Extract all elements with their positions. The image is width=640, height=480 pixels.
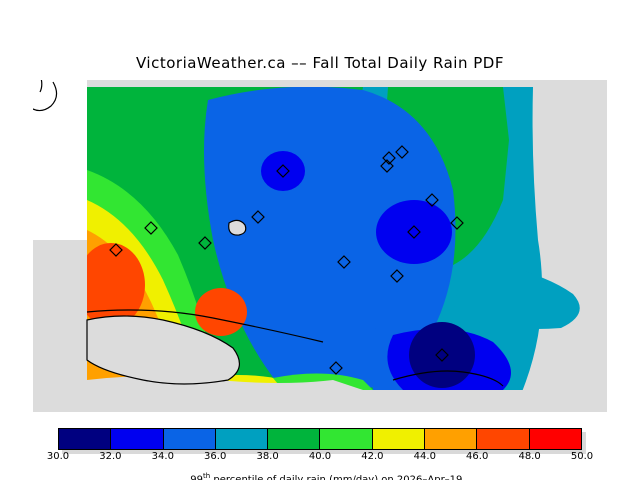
colorbar-tick: 48.0: [518, 451, 541, 462]
contour-band-32-34-north: [261, 151, 305, 191]
land-mask: [33, 80, 607, 412]
station-marker: [380, 159, 394, 173]
colorbar-tick: 30.0: [46, 451, 70, 462]
contour-map: [33, 80, 607, 412]
map-outside-area: [33, 80, 87, 240]
caption-suffix: percentile of daily rain (mm/day) on 202…: [210, 474, 463, 480]
water-east-lobe: [453, 262, 580, 330]
colorbar-bands: [58, 428, 582, 450]
station-marker: [395, 145, 409, 159]
land-east: [513, 87, 607, 412]
station-marker: [329, 361, 343, 375]
contour-band-46-48-central: [195, 288, 247, 336]
colorbar-tick: 40.0: [308, 451, 332, 462]
station-marker: [407, 225, 421, 239]
station-marker: [109, 243, 123, 257]
contour-band-32-34-east: [376, 200, 452, 264]
caption-superscript: th: [203, 472, 211, 480]
coastline-southeast: [392, 370, 504, 387]
station-marker: [425, 193, 439, 207]
colorbar-tick-labels: 30.0 32.0 34.0 36.0 38.0 40.0 42.0 44.0 46.0 48.0…: [47, 451, 593, 463]
coastline-channel: [86, 309, 324, 343]
contour-band-46-48-west: [87, 243, 145, 327]
station-marker: [450, 216, 464, 230]
land-south: [33, 376, 554, 412]
map-panel: [33, 80, 607, 412]
peninsula-land: [86, 315, 240, 385]
colorbar: [58, 428, 588, 454]
colorbar-tick: 44.0: [413, 451, 436, 462]
colorbar-band-1: [111, 429, 164, 449]
station-marker: [382, 151, 396, 165]
page-title: VictoriaWeather.ca –– Fall Total Daily R…: [136, 54, 504, 72]
caption-prefix: 99: [190, 474, 204, 480]
colorbar-band-3: [215, 429, 269, 449]
colorbar-tick: 50.0: [570, 451, 594, 462]
station-marker: [198, 236, 212, 250]
colorbar-band-8: [477, 429, 530, 449]
station-marker: [337, 255, 351, 269]
colorbar-tick: 34.0: [151, 451, 174, 462]
colorbar-band-9: [529, 429, 581, 449]
coastline-fragment-northwest: [33, 80, 58, 112]
colorbar-band-7: [425, 429, 478, 449]
station-marker: [251, 210, 265, 224]
colorbar-band-2: [163, 429, 216, 449]
colorbar-tick: 46.0: [466, 451, 489, 462]
station-markers: [109, 145, 464, 375]
small-island: [228, 219, 247, 236]
colorbar-tick: 38.0: [256, 451, 279, 462]
colorbar-caption: 99th percentile of daily rain (mm/day) o…: [0, 461, 640, 480]
contour-band-30-32: [409, 322, 475, 388]
colorbar-band-5: [320, 429, 373, 449]
colorbar-tick: 32.0: [99, 451, 122, 462]
colorbar-tick: 42.0: [361, 451, 384, 462]
station-marker: [390, 269, 404, 283]
colorbar-band-6: [372, 429, 426, 449]
colorbar-band-4: [268, 429, 321, 449]
colorbar-band-0: [59, 429, 112, 449]
colorbar-tick: 36.0: [204, 451, 227, 462]
station-marker: [435, 348, 449, 362]
station-marker: [144, 221, 158, 235]
station-marker: [276, 164, 290, 178]
